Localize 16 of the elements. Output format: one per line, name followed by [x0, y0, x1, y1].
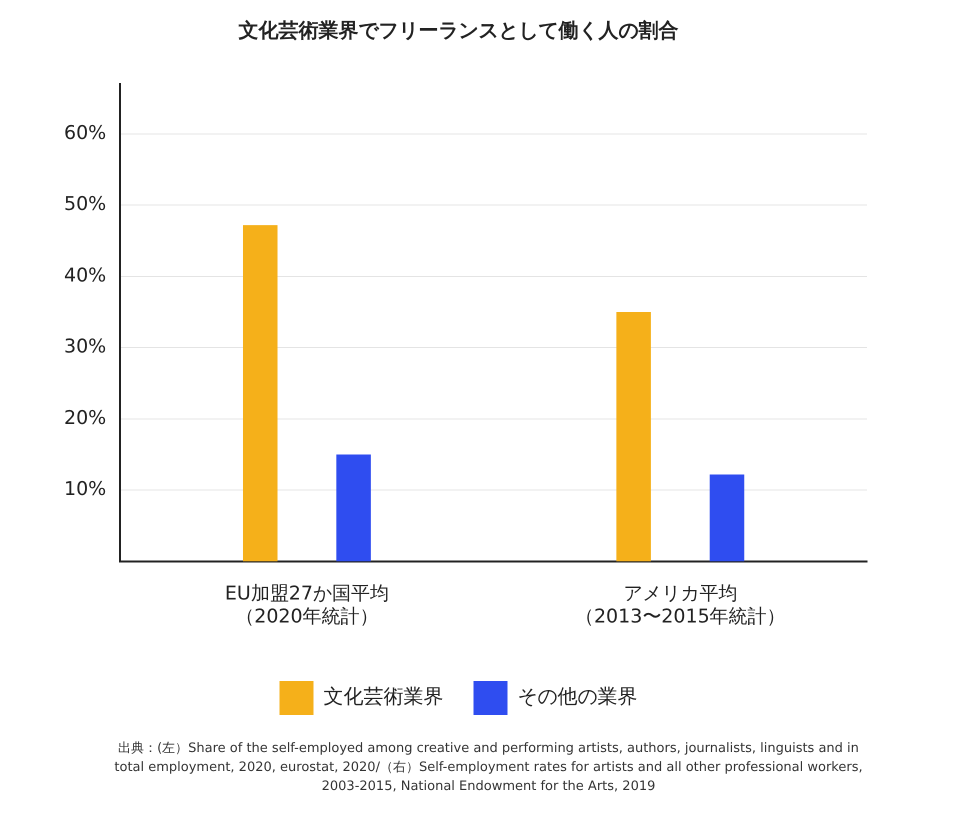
bar [336, 454, 371, 562]
bar [242, 225, 278, 562]
y-tick-label: 20% [64, 406, 106, 429]
y-tick-label: 60% [64, 122, 106, 144]
legend-label: 文化芸術業界 [324, 684, 444, 708]
bar [710, 474, 744, 562]
x-tick-label: アメリカ平均（2013〜2015年統計） [574, 582, 786, 628]
y-tick-label: 30% [64, 336, 106, 358]
y-tick-label: 40% [64, 264, 106, 286]
x-tick-label: EU加盟27か国平均（2020年統計） [224, 582, 389, 628]
y-tick-label: 10% [64, 478, 106, 500]
bar [616, 312, 651, 562]
y-tick-label: 50% [64, 193, 106, 216]
chart-title: 文化芸術業界でフリーランスとして働く人の割合 [238, 18, 678, 42]
source-note: 出典：(左）Share of the self-employed among creative and performing artists, authors, journalists, linguists and in total employment, 2020, eurostat, 2020/（右）Self-employment rates for artists and all other professional workers, 2003-2015, National Endowment for the Arts, 2019 [113, 740, 864, 796]
legend-label: その他の業界 [518, 684, 638, 708]
